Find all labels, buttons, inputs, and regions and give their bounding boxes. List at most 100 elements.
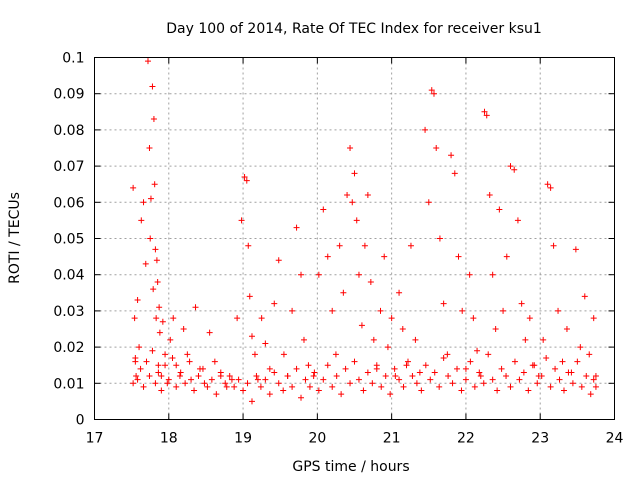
data-point [399, 326, 406, 332]
data-point [538, 373, 545, 380]
x-tick-labels: 17 18 19 20 21 22 23 24 [86, 431, 624, 447]
data-point [470, 315, 477, 322]
y-tick-labels: 0 0.01 0.02 0.03 0.04 0.05 0.06 0.07 0.08 0.09 0.1 [53, 51, 84, 429]
data-point [355, 376, 362, 383]
x-tick-label: 22 [457, 431, 475, 447]
data-point [556, 376, 563, 383]
data-point [525, 387, 532, 394]
data-point [534, 380, 541, 387]
data-point [147, 235, 154, 242]
data-point [480, 380, 487, 387]
data-point [167, 336, 174, 343]
data-point [560, 387, 567, 394]
data-point [388, 315, 395, 322]
data-point [251, 351, 258, 358]
data-point [583, 373, 590, 380]
data-point [180, 326, 187, 332]
data-point [289, 383, 296, 390]
data-point [131, 315, 138, 322]
y-tick-label: 0.04 [53, 268, 84, 284]
data-point [347, 145, 354, 151]
data-point [266, 365, 273, 372]
data-point [158, 373, 165, 380]
data-point [293, 224, 300, 231]
data-point [289, 307, 296, 314]
data-point [507, 383, 514, 390]
x-tick-label: 17 [86, 431, 104, 447]
data-point [206, 329, 213, 336]
data-point [449, 380, 456, 387]
data-point [459, 307, 466, 314]
data-point [440, 354, 447, 361]
x-tick-label: 20 [308, 431, 326, 447]
data-point [559, 358, 566, 365]
data-point [400, 383, 407, 390]
data-point [156, 304, 163, 311]
data-point [162, 351, 169, 358]
data-point [351, 170, 358, 177]
data-point [231, 383, 238, 390]
data-point [466, 271, 473, 278]
data-point [195, 373, 202, 380]
data-point [428, 87, 435, 94]
data-point [409, 373, 416, 380]
data-point [431, 369, 438, 376]
data-point [228, 376, 235, 383]
data-point [353, 217, 360, 224]
chart-title: Day 100 of 2014, Rate Of TEC Index for r… [166, 21, 542, 37]
data-point [338, 391, 345, 398]
data-point [165, 376, 172, 383]
data-point [503, 373, 510, 380]
data-point [436, 235, 443, 242]
data-point [503, 253, 510, 260]
data-point [177, 369, 184, 376]
data-point [364, 369, 371, 376]
x-tick-label: 18 [160, 431, 178, 447]
data-point [208, 376, 215, 383]
x-tick-label: 24 [606, 431, 624, 447]
x-tick-label: 19 [234, 431, 252, 447]
data-point [315, 271, 322, 278]
data-point [246, 293, 253, 300]
data-point [555, 307, 562, 314]
data-point [329, 307, 336, 314]
data-point [492, 326, 499, 332]
data-point [418, 387, 425, 394]
data-point [151, 181, 158, 188]
data-point [590, 376, 597, 383]
data-point [373, 362, 380, 369]
y-tick-label: 0.02 [53, 340, 84, 356]
data-point [311, 369, 318, 376]
data-point [226, 373, 233, 380]
data-point [300, 336, 307, 343]
data-point [565, 369, 572, 376]
data-point [153, 315, 160, 322]
data-point [381, 253, 388, 260]
data-point [392, 373, 399, 380]
data-point [511, 166, 518, 173]
data-point [302, 376, 309, 383]
data-point [320, 376, 327, 383]
data-point [498, 365, 505, 372]
y-tick-label: 0.03 [53, 304, 84, 320]
data-point [520, 369, 527, 376]
data-point [361, 242, 368, 249]
y-tick-label: 0 [76, 413, 85, 429]
data-point [280, 387, 287, 394]
data-point [248, 398, 255, 405]
data-point [223, 383, 230, 390]
data-point [543, 354, 550, 361]
data-point [136, 344, 143, 351]
data-point [284, 373, 291, 380]
data-point [271, 369, 278, 376]
data-point [248, 333, 255, 340]
data-point [355, 271, 362, 278]
data-point [140, 199, 147, 206]
data-point [254, 376, 261, 383]
data-point [156, 329, 163, 336]
data-point [436, 383, 443, 390]
data-point [320, 206, 327, 213]
data-point [494, 387, 501, 394]
data-point [364, 192, 371, 199]
